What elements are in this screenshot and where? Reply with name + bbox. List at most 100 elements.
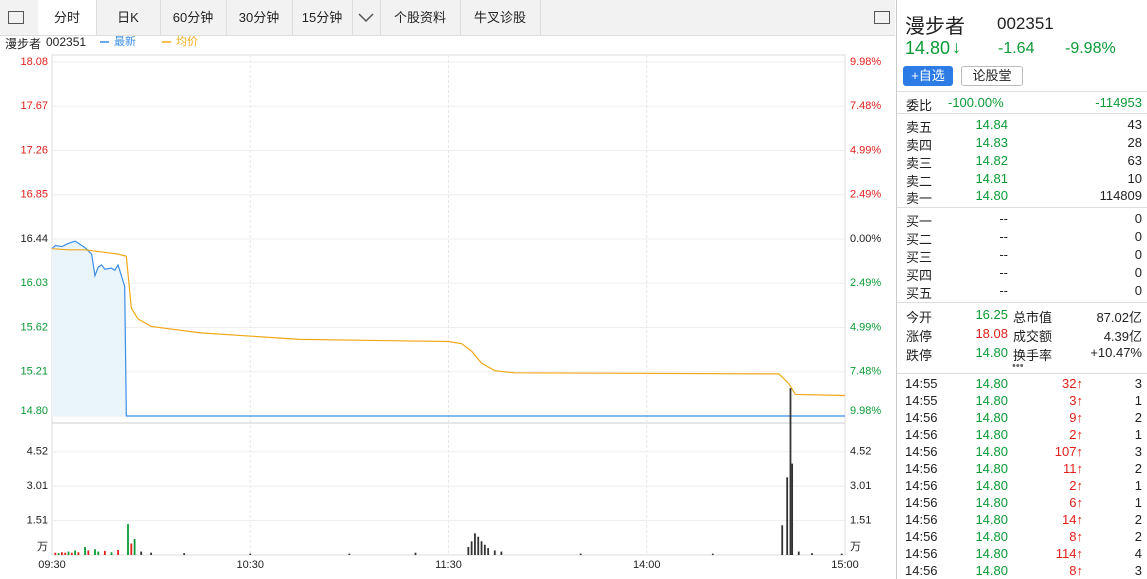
book-qty: 28 [1127, 135, 1142, 150]
book-price: 14.84 [975, 117, 1008, 132]
quote-arrow: ↓ [952, 37, 961, 57]
series-line [51, 240, 845, 417]
volume-bar [797, 551, 800, 555]
trade-time: 14:56 [905, 461, 938, 476]
trade-count: 3 [1134, 376, 1142, 391]
trade-volume: 107↑ [1054, 444, 1083, 459]
trade-price: 14.80 [975, 427, 1008, 442]
book-price: -- [999, 247, 1008, 262]
trade-time: 14:55 [905, 376, 938, 391]
trade-time: 14:56 [905, 444, 938, 459]
book-label: 卖二 [906, 174, 933, 189]
tab-dropdown[interactable] [352, 0, 381, 35]
volume-bar [61, 552, 63, 555]
volume-bar [70, 552, 73, 555]
book-qty: 10 [1127, 171, 1142, 186]
x-tick-label: 09:30 [38, 559, 66, 571]
stat-value: 14.80 [975, 345, 1008, 360]
y-tick-label: 14.80 [20, 405, 48, 417]
dropdown-arrow [358, 13, 374, 23]
trade-volume: 2↑ [1069, 478, 1083, 493]
book-label: 卖四 [906, 138, 933, 153]
trade-volume: 11↑ [1063, 461, 1083, 476]
stat-value: 4.39亿 [1103, 329, 1142, 344]
button-forum[interactable]: 论股堂 [961, 66, 1023, 86]
volume-tick-label-right: 4.52 [850, 446, 871, 458]
trade-time: 14:56 [905, 410, 938, 425]
trade-time: 14:56 [905, 478, 938, 493]
book-label: 买三 [906, 250, 933, 265]
trade-price: 14.80 [975, 478, 1008, 493]
volume-bar [64, 552, 67, 555]
volume-bar [130, 543, 133, 555]
x-tick-label: 11:30 [435, 559, 462, 571]
right-panel-icon[interactable] [874, 11, 890, 24]
y-tick-label: 17.67 [20, 100, 48, 112]
volume-bar [140, 551, 143, 555]
trade-price: 14.80 [975, 512, 1008, 527]
book-label: 卖五 [906, 120, 933, 135]
book-price: -- [999, 229, 1008, 244]
stock-code: 002351 [46, 35, 87, 49]
ratio-pct: -100.00% [948, 95, 1004, 110]
button-add[interactable]: +自选 [903, 66, 953, 86]
stat-label: 成交额 [1013, 329, 1053, 344]
book-qty: 0 [1134, 247, 1142, 262]
volume-bar [477, 536, 480, 555]
tab[interactable]: 个股资料 [380, 0, 461, 35]
trade-time: 14:56 [905, 512, 938, 527]
book-qty: 0 [1134, 211, 1142, 226]
trade-time: 14:56 [905, 563, 938, 578]
book-qty: 114809 [1099, 188, 1142, 203]
volume-bar [183, 553, 186, 555]
trade-price: 14.80 [975, 495, 1008, 510]
trade-price: 14.80 [975, 546, 1008, 561]
book-price: 14.80 [975, 188, 1008, 203]
tab[interactable]: 60分钟 [160, 0, 227, 35]
book-qty: 0 [1134, 283, 1142, 298]
more-toggle[interactable]: ••• [1012, 360, 1024, 372]
book-price: 14.82 [975, 153, 1008, 168]
tab[interactable]: 30分钟 [226, 0, 293, 35]
volume-tick-label: 4.52 [27, 446, 48, 458]
tab[interactable]: 日K [96, 0, 161, 35]
trade-volume: 8↑ [1069, 529, 1083, 544]
y2-tick-label: 4.99% [850, 144, 881, 156]
tab[interactable]: 15分钟 [292, 0, 353, 35]
book-price: -- [999, 283, 1008, 298]
trade-count: 1 [1134, 427, 1142, 442]
trade-count: 2 [1134, 512, 1142, 527]
volume-tick-label-right: 1.51 [850, 514, 871, 526]
trade-time: 14:55 [905, 393, 938, 408]
book-price: -- [999, 211, 1008, 226]
stat-label: 总市值 [1013, 310, 1053, 325]
y-tick-label: 15.62 [20, 321, 48, 333]
left-panel-icon[interactable] [8, 11, 24, 24]
volume-bar [54, 552, 57, 555]
volume-bar [811, 553, 813, 555]
trade-count: 4 [1134, 546, 1142, 561]
quote-name: 漫步者 [905, 16, 965, 38]
trade-count: 2 [1134, 461, 1142, 476]
quote-change: -1.64 [998, 40, 1035, 57]
volume-bar [150, 552, 153, 555]
volume-bar [103, 550, 106, 555]
x-tick-label: 10:30 [236, 559, 264, 571]
tab[interactable]: 分时 [38, 0, 97, 35]
tab[interactable]: 牛叉诊股 [460, 0, 541, 35]
book-label: 卖一 [906, 191, 933, 206]
trade-price: 14.80 [975, 529, 1008, 544]
x-tick-label: 15:00 [831, 559, 859, 571]
volume-bar [84, 547, 86, 555]
divider [896, 0, 897, 579]
trade-price: 14.80 [975, 444, 1008, 459]
trade-count: 3 [1134, 563, 1142, 578]
quote-code: 002351 [997, 14, 1054, 33]
y2-tick-label: 7.48% [850, 366, 881, 378]
y-tick-label: 16.44 [20, 233, 48, 245]
volume-bar [414, 552, 417, 555]
y-tick-label: 18.08 [20, 56, 48, 68]
y-tick-label: 16.85 [20, 189, 48, 201]
volume-tick-label: 万 [37, 541, 48, 553]
